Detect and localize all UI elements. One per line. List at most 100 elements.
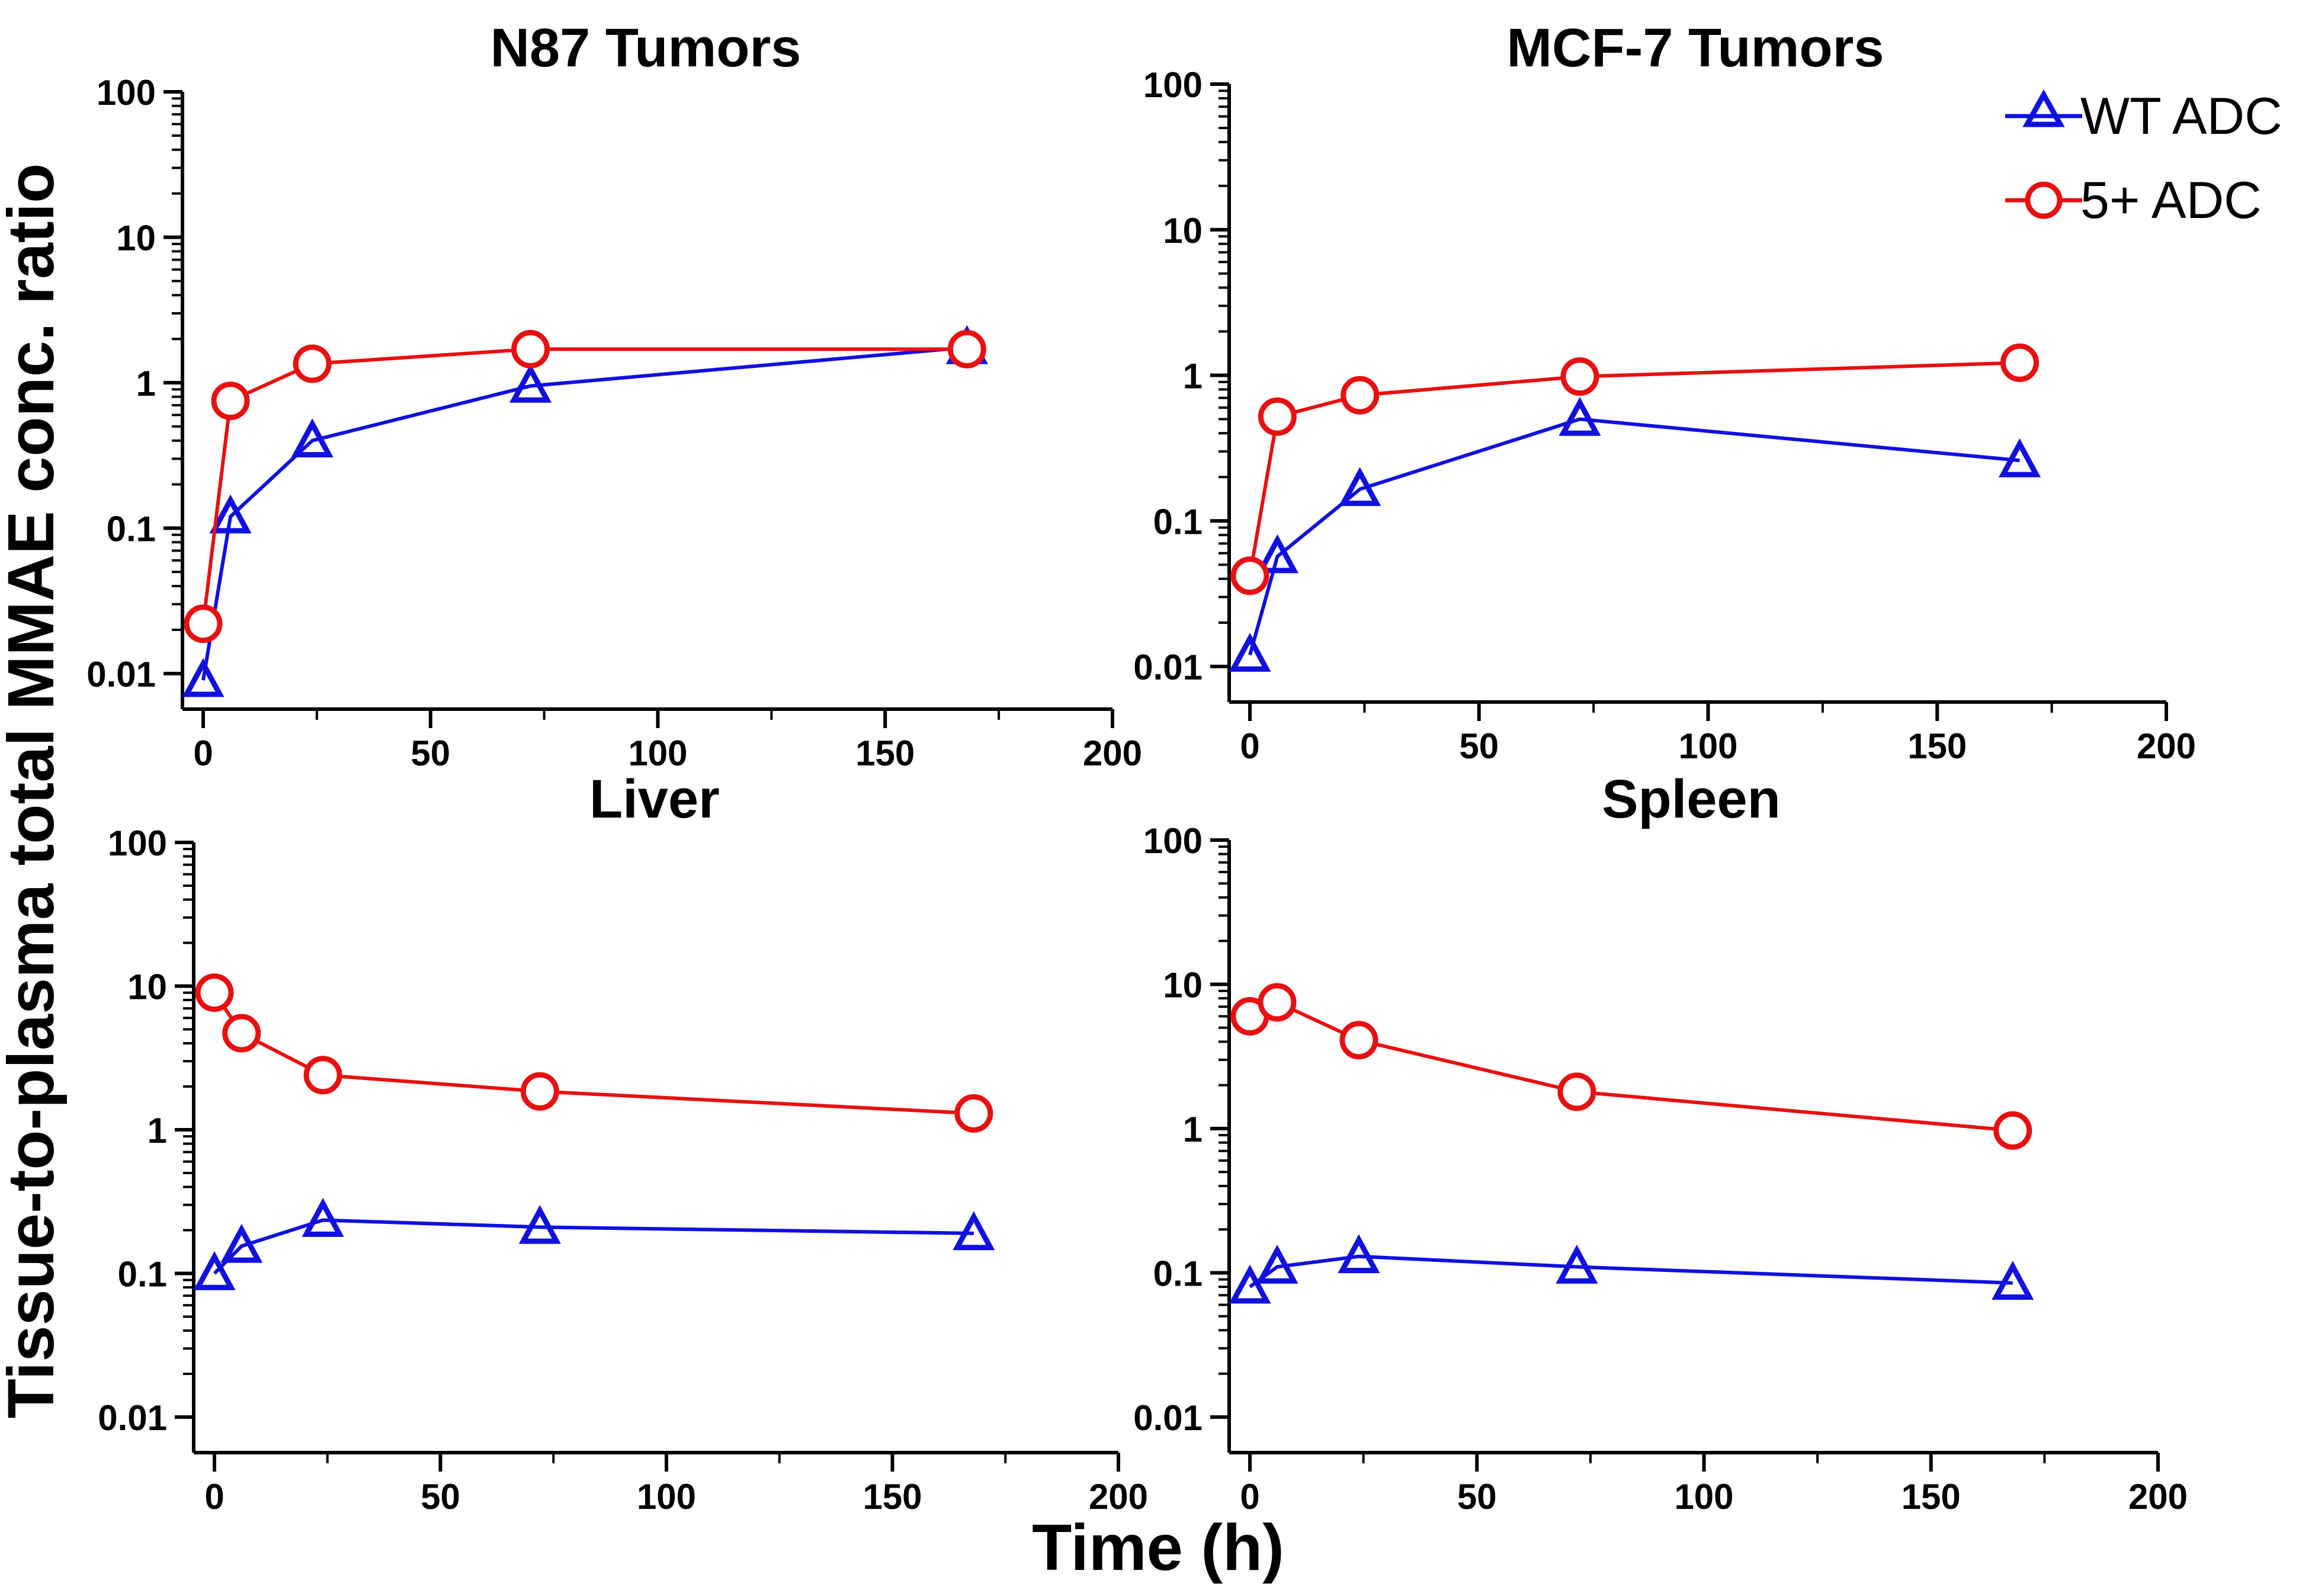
- data-point-5-adc: [1258, 983, 1297, 1022]
- y-tick-label: 0.01: [1133, 648, 1203, 687]
- series-5-adc: [1230, 983, 2032, 1150]
- data-point-5-adc: [1341, 376, 1380, 415]
- series-5-adc: [184, 329, 986, 643]
- data-point-wt-adc: [1998, 438, 2041, 477]
- y-tick-label: 0.01: [86, 655, 156, 694]
- x-tick-label: 50: [411, 733, 450, 773]
- y-tick-label: 100: [1143, 821, 1203, 861]
- data-point-5-adc: [293, 344, 332, 383]
- chart-title: MCF-7 Tumors: [1506, 18, 1884, 78]
- data-point-wt-adc: [953, 1211, 995, 1251]
- chart-panel-n87-tumors: N87 Tumors 0.01 0.1 1 10 100 0 50 100 150 200: [86, 18, 1142, 773]
- x-tick-label: 50: [421, 1477, 460, 1517]
- data-point-wt-adc: [1556, 1244, 1598, 1284]
- data-point-wt-adc: [518, 1204, 561, 1244]
- data-point-5-adc: [211, 382, 250, 421]
- y-tick-label: 100: [1143, 65, 1203, 105]
- x-tick-label: 100: [637, 1477, 696, 1517]
- x-tick-label: 200: [2128, 1477, 2188, 1517]
- data-point-wt-adc: [291, 418, 334, 457]
- x-tick-label: 150: [1907, 726, 1967, 766]
- x-tick-label: 0: [193, 733, 213, 773]
- data-point-5-adc: [511, 329, 550, 368]
- series-line-5-adc: [201, 347, 967, 624]
- data-point-wt-adc: [1559, 397, 1601, 436]
- legend: WT ADC 5+ ADC: [2005, 86, 2282, 229]
- legend-item-wt-adc: WT ADC: [2005, 86, 2282, 145]
- data-point-5-adc: [1339, 1021, 1378, 1060]
- data-point-wt-adc: [209, 494, 252, 534]
- data-point-5-adc: [1557, 1072, 1596, 1111]
- x-tick-label: 150: [1902, 1477, 1961, 1517]
- series-line-wt-adc: [1248, 417, 2020, 656]
- y-tick-label: 10: [127, 967, 167, 1007]
- x-tick-label: 150: [855, 733, 915, 773]
- y-tick-label: 0.1: [118, 1255, 167, 1294]
- data-point-5-adc: [1560, 357, 1599, 396]
- data-point-5-adc: [954, 1094, 993, 1133]
- legend-item-5plus-adc: 5+ ADC: [2005, 171, 2262, 229]
- shared-x-axis-label: Time (h): [1032, 1511, 1284, 1584]
- chart-title: N87 Tumors: [490, 18, 801, 78]
- chart-panel-mcf-7-tumors: MCF-7 Tumors 0.01 0.1 1 10 100 0 50 100 150 200: [1133, 18, 2196, 766]
- shared-y-axis-label: Tissue-to-plasma total MMAE conc. ratio: [0, 164, 68, 1419]
- x-tick-label: 200: [1083, 733, 1142, 773]
- x-tick-label: 100: [1674, 1477, 1733, 1517]
- data-point-wt-adc: [1339, 467, 1381, 507]
- data-point-5-adc: [1993, 1111, 2032, 1150]
- y-tick-label: 0.1: [1153, 1254, 1203, 1294]
- series-wt-adc: [1229, 1234, 2034, 1304]
- y-tick-label: 1: [1183, 357, 1203, 396]
- series-wt-adc: [193, 1198, 995, 1290]
- data-point-wt-adc: [1229, 633, 1271, 672]
- data-point-wt-adc: [193, 1251, 236, 1290]
- series-5-adc: [1230, 343, 2039, 595]
- series-line-wt-adc: [213, 1218, 974, 1275]
- y-tick-label: 1: [148, 1111, 167, 1150]
- series-line-wt-adc: [201, 345, 967, 681]
- y-tick-label: 10: [1163, 211, 1203, 251]
- data-point-5-adc: [222, 1014, 261, 1053]
- chart-title: Liver: [589, 769, 720, 829]
- triangle-marker-icon: [2022, 89, 2065, 127]
- data-point-wt-adc: [1338, 1234, 1380, 1274]
- x-tick-label: 0: [204, 1477, 224, 1517]
- data-point-5-adc: [1230, 556, 1269, 595]
- y-tick-label: 10: [1163, 966, 1203, 1005]
- series-wt-adc: [1229, 397, 2041, 672]
- legend-label-wt-adc: WT ADC: [2080, 86, 2282, 145]
- x-tick-label: 50: [1457, 1477, 1497, 1517]
- x-tick-label: 150: [862, 1477, 922, 1517]
- data-point-wt-adc: [182, 658, 225, 697]
- data-point-wt-adc: [509, 364, 552, 403]
- y-tick-label: 1: [1183, 1110, 1203, 1149]
- y-tick-label: 10: [116, 219, 156, 258]
- x-tick-label: 50: [1459, 726, 1499, 766]
- y-tick-label: 100: [97, 73, 156, 113]
- x-tick-label: 100: [628, 733, 687, 773]
- chart-panel-liver: Liver 0.01 0.1 1 10 100 0 50 100 150 200: [98, 769, 1148, 1517]
- x-tick-label: 0: [1240, 726, 1259, 766]
- data-point-wt-adc: [1256, 534, 1298, 573]
- x-tick-label: 100: [1678, 726, 1737, 766]
- data-point-wt-adc: [1229, 1264, 1271, 1304]
- data-point-wt-adc: [302, 1198, 344, 1237]
- series-line-5-adc: [1249, 1000, 2013, 1133]
- x-tick-label: 0: [1240, 1477, 1259, 1517]
- y-tick-label: 0.1: [1153, 502, 1203, 541]
- data-point-5-adc: [184, 604, 223, 643]
- legend-label-5plus-adc: 5+ ADC: [2080, 171, 2262, 229]
- y-tick-label: 0.01: [98, 1398, 167, 1438]
- y-tick-label: 0.1: [107, 509, 156, 549]
- circle-marker-icon: [2025, 181, 2063, 219]
- chart-panel-spleen: Spleen 0.01 0.1 1 10 100 0 50 100 150 200: [1133, 769, 2188, 1517]
- data-point-5-adc: [303, 1056, 342, 1095]
- data-point-5-adc: [1258, 397, 1297, 436]
- data-point-5-adc: [195, 973, 234, 1012]
- series-5-adc: [195, 973, 993, 1133]
- y-tick-label: 1: [136, 364, 156, 403]
- data-point-5-adc: [520, 1072, 559, 1111]
- series-wt-adc: [182, 325, 988, 697]
